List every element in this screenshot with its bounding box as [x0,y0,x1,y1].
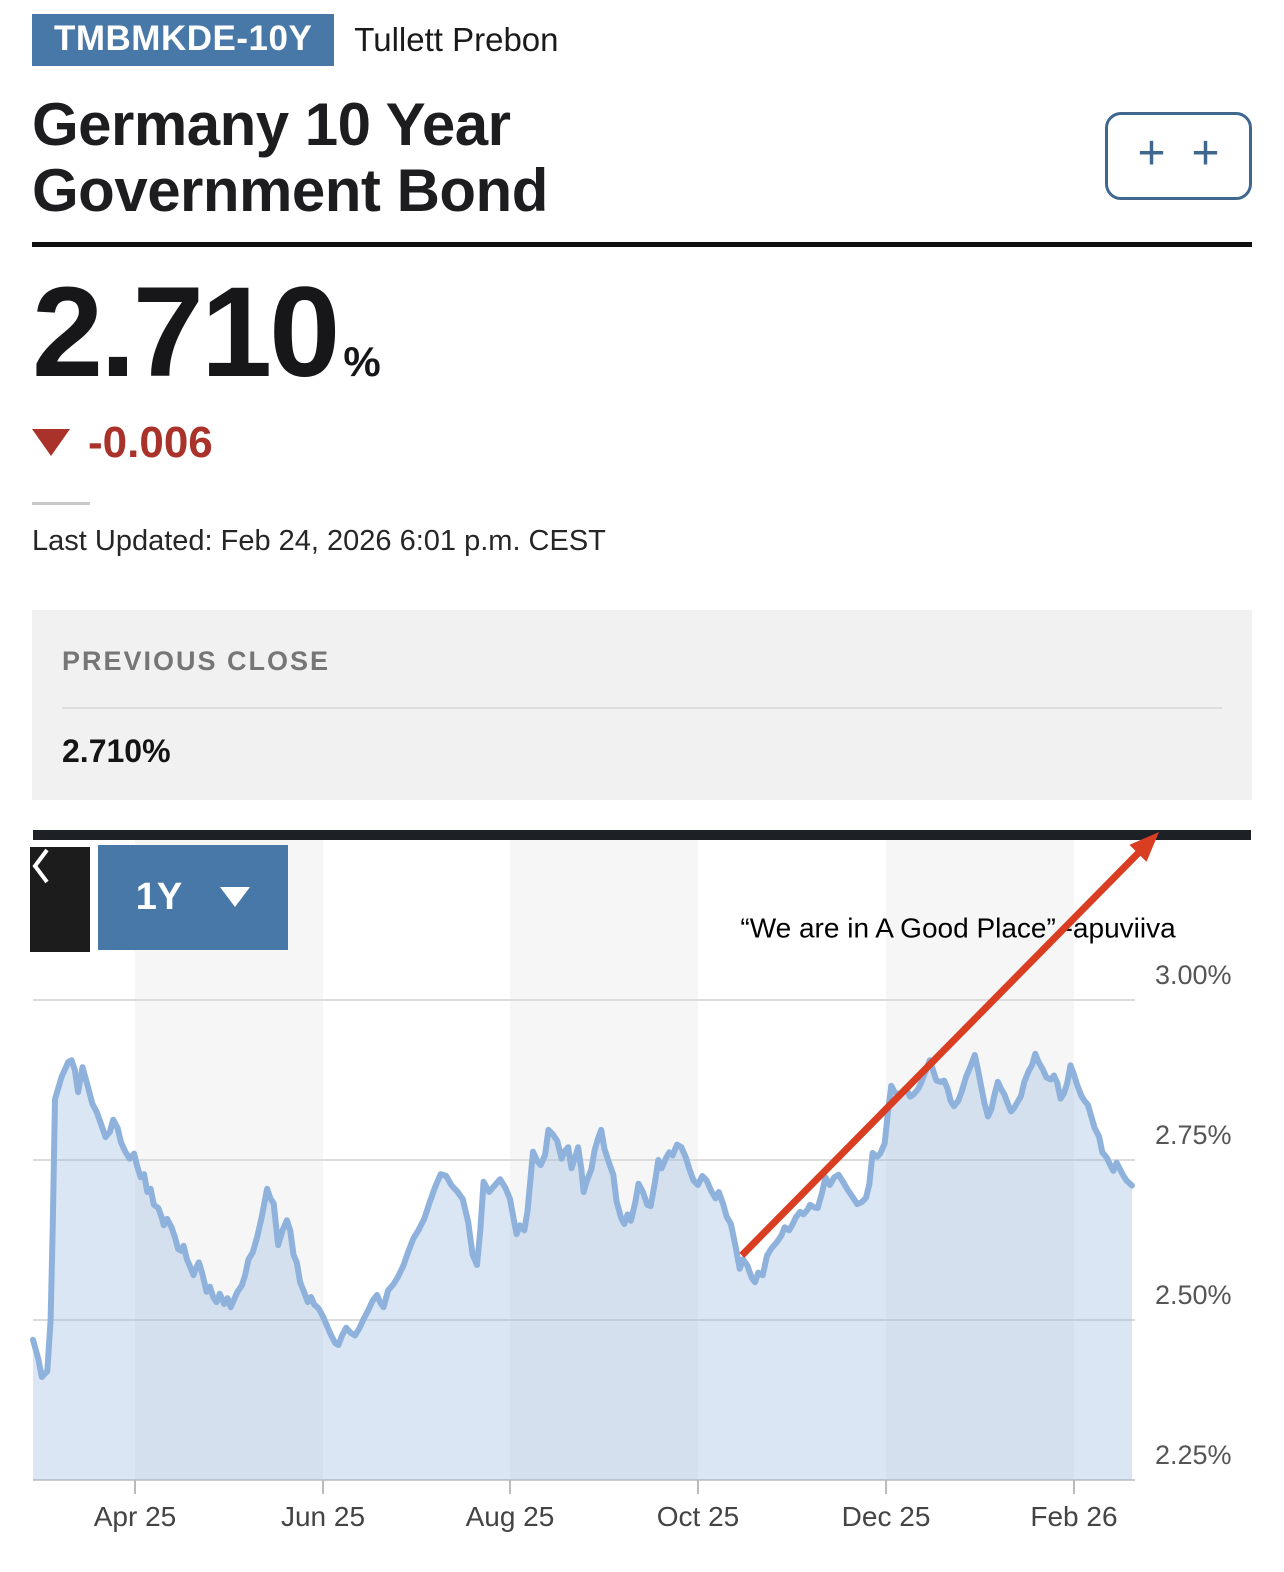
svg-text:Apr 25: Apr 25 [94,1501,177,1532]
quote-source: Tullett Prebon [354,21,559,58]
svg-text:3.00%: 3.00% [1155,960,1232,990]
plus-icon: + [1191,127,1220,180]
yield-chart[interactable]: 3.00% 2.75% 2.50% 2.25% Apr 25 Jun 25 Aug 25 Oc… [0,829,1284,1532]
quote-header: TMBMKDE-10Y Tullett Prebon Germany 10 Ye… [0,0,1284,224]
svg-text:Dec 25: Dec 25 [842,1501,931,1532]
yield-chart-svg: 3.00% 2.75% 2.50% 2.25% Apr 25 Jun 25 Aug 25 Oc… [30,829,1251,1532]
previous-close-divider [62,706,1222,709]
yield-unit: % [343,338,381,385]
svg-text:2.25%: 2.25% [1155,1440,1232,1470]
svg-text:“We are in A Good Place” -apuv: “We are in A Good Place” -apuviiva [740,912,1176,943]
page-title: Germany 10 Year Government Bond [32,91,548,224]
badge-row: TMBMKDE-10Y Tullett Prebon [32,14,1252,66]
previous-close-label: PREVIOUS CLOSE [62,645,331,676]
plus-icon: + [1137,127,1166,180]
current-yield: 2.710 [32,261,340,404]
chevron-down-icon [220,887,251,908]
header-divider [32,242,1252,247]
chart-back-button[interactable] [30,846,90,952]
down-triangle-icon [32,429,70,457]
change-value: -0.006 [88,417,213,467]
add-to-watchlist-button[interactable]: + + [1105,112,1252,200]
change-row: -0.006 [0,418,1284,468]
range-selector[interactable]: 1Y [98,844,288,950]
ticker-badge: TMBMKDE-10Y [32,14,335,66]
svg-text:2.75%: 2.75% [1155,1120,1232,1150]
svg-text:Feb 26: Feb 26 [1030,1501,1117,1532]
mini-divider [32,501,90,505]
previous-close-panel: PREVIOUS CLOSE 2.710% [32,609,1252,800]
last-updated: Last Updated: Feb 24, 2026 6:01 p.m. CES… [32,524,606,557]
svg-text:2.50%: 2.50% [1155,1280,1232,1310]
svg-text:Aug 25: Aug 25 [466,1501,555,1532]
price-row: 2.710 % [0,247,1284,404]
previous-close-value: 2.710% [62,732,171,769]
svg-text:Oct 25: Oct 25 [657,1501,739,1532]
svg-text:Jun 25: Jun 25 [281,1501,365,1532]
range-selector-value: 1Y [135,875,183,918]
